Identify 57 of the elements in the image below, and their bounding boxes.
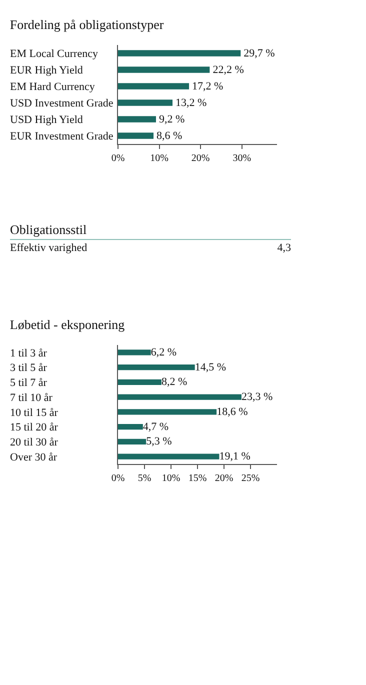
data-label: 23,3 %: [241, 391, 273, 404]
bar: [118, 394, 242, 400]
bar: [118, 350, 151, 356]
text: 4,3: [277, 242, 291, 254]
y-tick-label: USD High Yield: [10, 114, 84, 126]
x-tick-label: 0%: [111, 473, 125, 484]
x-tick-label: 20%: [191, 153, 210, 164]
data-label: 19,1 %: [219, 450, 250, 463]
x-tick-label: 25%: [241, 473, 260, 484]
bar: [118, 379, 162, 386]
y-tick-label: 20 til 30 år: [10, 436, 58, 449]
data-label: 29,7 %: [244, 47, 275, 60]
y-tick-label: 1 til 3 år: [10, 347, 48, 360]
bar: [118, 66, 210, 73]
chart-title: Fordeling på obligationstyper: [10, 17, 164, 32]
bar: [118, 438, 146, 445]
y-tick-label: Over 30 år: [10, 451, 58, 464]
x-tick-label: 5%: [138, 473, 152, 484]
data-label: 17,2 %: [192, 80, 224, 92]
bar: [118, 364, 195, 370]
bar: [118, 116, 156, 122]
y-tick-label: 3 til 5 år: [10, 362, 48, 374]
data-label: 6,2 %: [150, 346, 177, 358]
data-label: 8,2 %: [161, 376, 188, 388]
y-tick-label: USD Investment Grade: [10, 98, 114, 110]
bar: [118, 83, 190, 90]
data-label: 9,2 %: [158, 113, 185, 126]
y-tick-label: 5 til 7 år: [10, 377, 48, 390]
x-tick-label: 10%: [150, 153, 168, 164]
y-tick-label: 10 til 15 år: [10, 406, 58, 419]
data-label: 18,6 %: [216, 406, 248, 418]
data-label: 8,6 %: [156, 130, 182, 142]
text: Obligationsstil: [10, 222, 87, 238]
y-tick-label: EM Local Currency: [10, 48, 98, 60]
data-label: 22,2 %: [212, 64, 244, 76]
x-tick-label: 30%: [232, 153, 252, 164]
bar: [118, 50, 241, 56]
bar: [118, 100, 173, 106]
y-tick-label: EM Hard Currency: [10, 81, 96, 94]
x-tick-label: 15%: [188, 473, 207, 484]
y-tick-label: EUR Investment Grade: [10, 130, 114, 143]
x-tick-label: 10%: [162, 473, 180, 484]
data-label: 13,2 %: [176, 96, 207, 109]
y-tick-label: 15 til 20 år: [10, 422, 58, 434]
bar: [118, 132, 154, 139]
x-tick-label: 0%: [111, 153, 125, 164]
data-label: 5,3 %: [146, 436, 172, 448]
bar: [118, 454, 220, 460]
text: Effektiv varighed: [10, 242, 88, 254]
data-label: 14,5 %: [194, 361, 226, 374]
y-tick-label: 7 til 10 år: [10, 392, 53, 404]
bar: [118, 424, 143, 430]
chart-title: Løbetid - eksponering: [10, 317, 126, 332]
x-tick-label: 20%: [214, 473, 234, 484]
bar: [118, 409, 217, 415]
data-label: 4,7 %: [142, 420, 169, 433]
y-tick-label: EUR High Yield: [10, 64, 84, 77]
